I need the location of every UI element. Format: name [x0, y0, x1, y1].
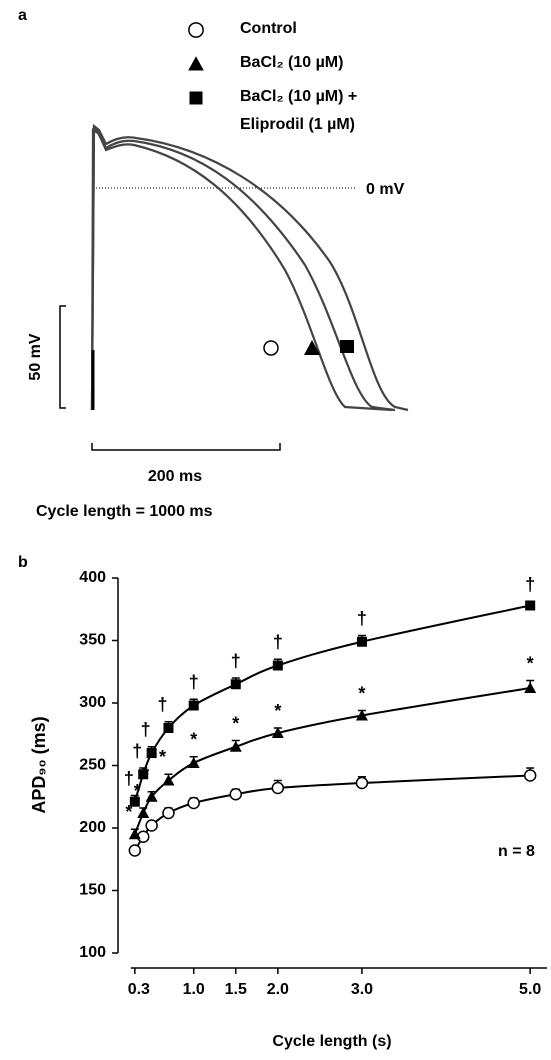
marker [146, 748, 157, 758]
time-scale-bar [91, 443, 281, 451]
point-label: † [157, 695, 167, 715]
x-tick-label: 0.3 [128, 981, 150, 998]
trace-marker [304, 340, 320, 355]
marker [525, 600, 536, 611]
action-potentials [90, 123, 409, 412]
marker [162, 774, 175, 786]
point-label: † [231, 651, 241, 671]
y-tick-label: 100 [79, 944, 106, 961]
x-axis-label: Cycle length (s) [272, 1033, 391, 1050]
legend-item: BaCl₂ (10 µM) [184, 54, 357, 77]
y-tick-label: 400 [79, 569, 106, 586]
voltage-scale-bar [59, 305, 66, 409]
y-tick-label: 250 [79, 757, 106, 774]
marker [145, 819, 158, 832]
point-label: † [189, 672, 199, 692]
marker [271, 781, 285, 795]
time-scale-label: 200 ms [148, 468, 202, 485]
x-tick-label: 1.5 [225, 981, 247, 998]
point-label: † [124, 768, 134, 788]
annotation: n = 8 [498, 843, 535, 860]
marker [188, 700, 199, 711]
voltage-scale-label: 50 mV [27, 333, 44, 380]
legend-label: BaCl₂ (10 µM) + Eliprodil (1 µM) [240, 88, 358, 133]
legend-marker-box [188, 22, 204, 38]
marker [229, 740, 242, 752]
legend-marker-box [189, 91, 203, 105]
y-tick-label: 300 [79, 694, 106, 711]
x-tick-label: 2.0 [267, 981, 289, 998]
marker [356, 636, 367, 647]
marker [138, 769, 149, 780]
marker [229, 788, 243, 801]
marker [524, 682, 537, 693]
marker [188, 22, 204, 38]
x-tick-label: 5.0 [519, 981, 541, 998]
series-line [133, 774, 531, 852]
legend-item: Control [184, 20, 357, 43]
marker [187, 757, 200, 768]
point-label: * [527, 653, 534, 673]
panel-label: b [18, 554, 28, 571]
marker [162, 806, 175, 820]
point-label: * [358, 683, 365, 703]
point-label: † [357, 608, 367, 628]
zero-label: 0 mV [366, 181, 405, 198]
point-label: † [132, 741, 142, 761]
marker [272, 660, 283, 671]
marker [523, 769, 537, 782]
marker [187, 796, 200, 810]
point-label: † [525, 575, 535, 595]
marker [355, 776, 369, 790]
trace-control [90, 125, 393, 412]
marker [128, 844, 142, 857]
x-tick-label: 3.0 [351, 981, 373, 998]
point-label: * [125, 802, 132, 822]
marker [230, 679, 241, 690]
legend-item: BaCl₂ (10 µM) + Eliprodil (1 µM) [184, 88, 357, 139]
trace-bacl2 [90, 128, 396, 412]
marker [355, 709, 368, 721]
marker [163, 723, 174, 733]
marker [271, 727, 284, 738]
series-line [133, 687, 531, 835]
legend-label: BaCl₂ (10 µM) [240, 54, 344, 71]
point-label: * [232, 713, 239, 733]
legend: Control BaCl₂ (10 µM) BaCl₂ (10 µM) + Elip… [184, 20, 357, 150]
marker [129, 796, 140, 807]
point-label: * [190, 730, 197, 750]
trace-marker [263, 340, 279, 356]
point-label: * [274, 701, 281, 721]
legend-label: Control [240, 20, 297, 37]
trace-bacl2-eliprodil [90, 123, 409, 412]
y-tick-label: 150 [79, 882, 106, 899]
marker [189, 91, 203, 105]
y-tick-label: 200 [79, 819, 106, 836]
point-label: † [273, 632, 283, 652]
y-axis-label: APD₉₀ (ms) [29, 716, 49, 813]
point-label: † [141, 720, 151, 740]
point-label: * [159, 747, 166, 767]
marker [188, 56, 204, 71]
x-tick-label: 1.0 [183, 981, 205, 998]
panel-label: a [18, 7, 27, 24]
marker [128, 828, 141, 840]
marker [145, 790, 158, 802]
marker [137, 807, 150, 818]
y-tick-label: 350 [79, 632, 106, 649]
legend-marker-box [188, 56, 204, 71]
caption: Cycle length = 1000 ms [36, 503, 213, 520]
trace-marker [340, 340, 354, 353]
